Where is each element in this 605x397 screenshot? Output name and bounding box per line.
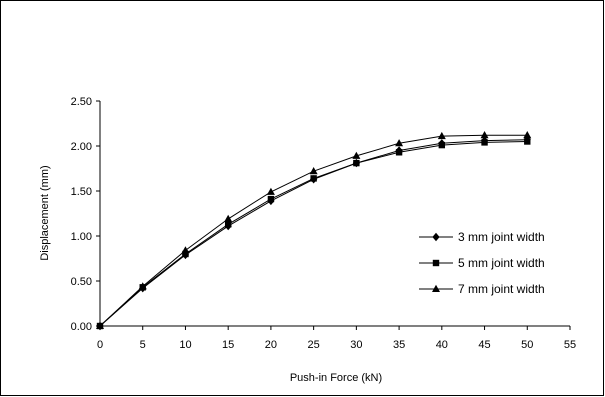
- x-tick-label: 5: [140, 339, 146, 351]
- legend-item: 3 mm joint width: [419, 230, 545, 244]
- legend-marker-square: [432, 259, 440, 267]
- legend-marker-triangle: [432, 284, 440, 292]
- data-point-square: [481, 139, 488, 146]
- axes: 0 5 10 15 20 25 30 35 40 45 50 55 0.00 0.50 1.00 1.50 2.…: [71, 96, 577, 351]
- y-tick-label: 2.50: [71, 96, 92, 108]
- legend-item: 5 mm joint width: [419, 256, 545, 270]
- data-point-triangle: [395, 139, 404, 147]
- legend-label: 3 mm joint width: [458, 230, 545, 244]
- x-axis-title: Push-in Force (kN): [290, 372, 382, 384]
- data-point-triangle: [224, 214, 233, 222]
- data-point-square: [182, 250, 189, 258]
- data-point-square: [353, 159, 360, 167]
- data-point-square: [267, 195, 275, 203]
- series-triangle: [96, 131, 532, 329]
- data-point-triangle: [352, 151, 361, 159]
- series-square: [96, 138, 531, 330]
- x-tick-label: 55: [564, 339, 576, 351]
- data-point-square: [438, 141, 446, 149]
- data-point-triangle: [181, 246, 190, 254]
- y-tick-label: 0.50: [71, 276, 92, 288]
- x-tick-label: 10: [179, 339, 191, 351]
- data-point-square: [395, 149, 403, 156]
- data-point-square: [224, 221, 232, 228]
- data-point-triangle: [96, 321, 104, 329]
- legend-label: 5 mm joint width: [458, 256, 545, 270]
- y-tick-label: 1.00: [71, 231, 92, 243]
- y-tick-label: 2.00: [71, 141, 92, 153]
- legend-marker-diamond: [432, 232, 440, 242]
- x-tick-label: 30: [350, 339, 362, 351]
- data-point-triangle: [480, 131, 489, 139]
- x-tick-label: 45: [478, 339, 490, 351]
- y-tick-label: 1.50: [71, 186, 92, 198]
- data-point-square: [524, 138, 531, 145]
- data-point-triangle: [309, 167, 318, 175]
- data-point-triangle: [523, 131, 532, 139]
- x-tick-label: 35: [393, 339, 405, 351]
- legend-label: 7 mm joint width: [458, 282, 545, 296]
- series-layer: [96, 131, 532, 331]
- x-tick-label: 40: [436, 339, 448, 351]
- data-point-square: [310, 175, 317, 182]
- y-tick-label: 0.00: [71, 321, 92, 333]
- data-point-triangle: [437, 131, 446, 140]
- y-axis-title: Displacement (mm): [39, 165, 51, 260]
- x-tick-label: 20: [265, 339, 277, 351]
- legend: 3 mm joint width 5 mm joint width 7 mm joi…: [419, 230, 545, 296]
- x-tick-label: 15: [222, 339, 234, 351]
- data-point-triangle: [138, 282, 147, 290]
- x-tick-label: 50: [521, 339, 533, 351]
- data-point-triangle: [266, 187, 275, 195]
- x-tick-label: 25: [308, 339, 320, 351]
- legend-item: 7 mm joint width: [419, 282, 545, 296]
- x-tick-label: 0: [97, 339, 103, 351]
